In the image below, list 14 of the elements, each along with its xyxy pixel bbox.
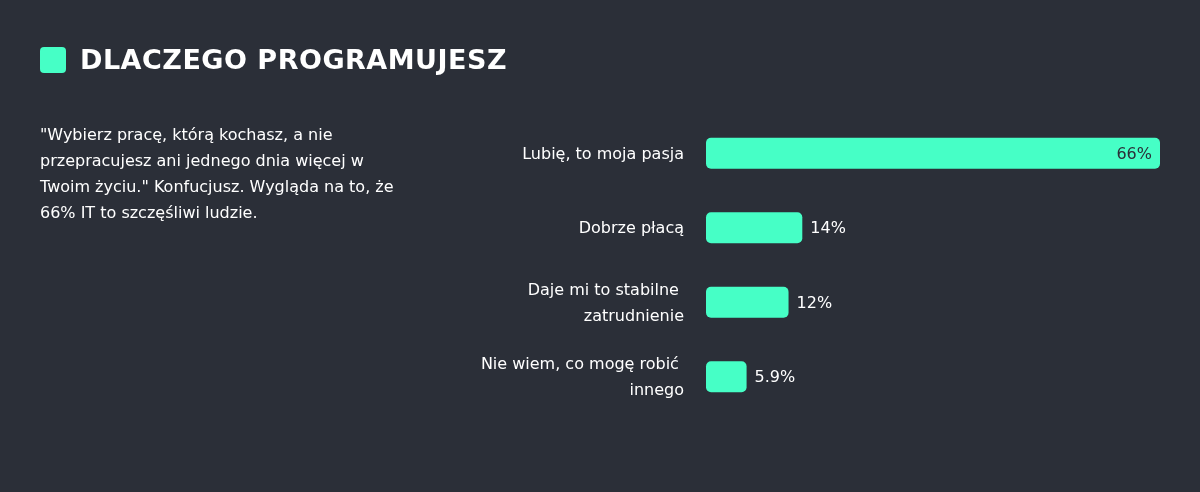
y-tick-label: Dobrze płacą bbox=[578, 218, 684, 238]
bar bbox=[706, 137, 1160, 169]
y-tick-label: Nie wiem, co mogę robić innego bbox=[480, 354, 684, 400]
text: "Wybierz pracę, którą kochasz, a nie przepracujesz ani jednego dnia więcej w Twoim życiu." Konfucjusz. Wygląda na to, że 66% IT to szczęśliwi ludzie. bbox=[40, 124, 395, 224]
y-tick-label: Lubię, to moja pasja bbox=[522, 143, 684, 163]
data-label: 66% bbox=[1116, 143, 1152, 163]
bar bbox=[706, 286, 789, 318]
data-label: 14% bbox=[810, 218, 846, 238]
data-label: 5.9% bbox=[754, 367, 796, 387]
bar bbox=[706, 212, 803, 244]
y-tick-label: Daje mi to stabilne zatrudnienie bbox=[527, 279, 684, 325]
data-label: 12% bbox=[796, 292, 833, 312]
text: DLACZEGO PROGRAMUJESZ bbox=[80, 44, 508, 75]
bar bbox=[706, 361, 747, 393]
